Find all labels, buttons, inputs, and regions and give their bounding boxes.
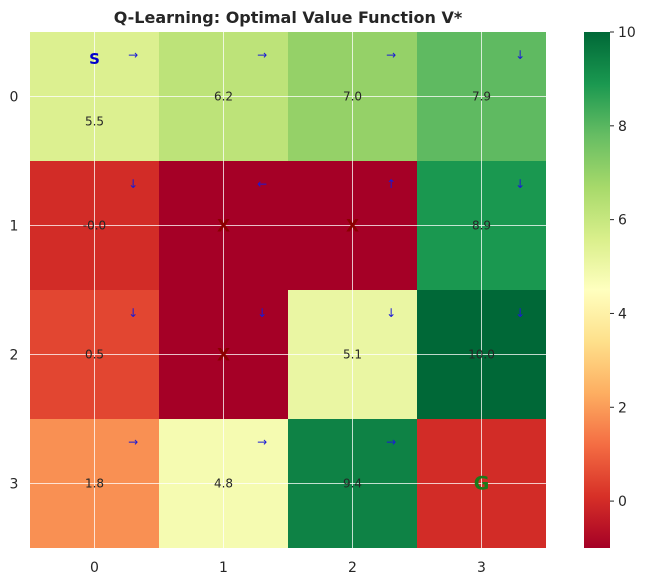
cell-value-label: 1.8 bbox=[85, 477, 104, 491]
cell-marker: S bbox=[89, 50, 100, 68]
cell-annotations: 5.5 → S 6.2 → 7.0 → 7.9 ↓ -0.0 ↓ ← X ↑ X 8.9 ↓ 0.5 ↓ ↓ X 5.1 ↓… bbox=[83, 48, 525, 494]
colorbar-tick-label: 8 bbox=[618, 119, 627, 135]
y-tick-label: 0 bbox=[10, 90, 19, 106]
cell-value-label: 9.4 bbox=[343, 477, 362, 491]
x-tick-label: 0 bbox=[90, 560, 99, 576]
colorbar-tick-label: 6 bbox=[618, 213, 627, 229]
y-tick-label: 1 bbox=[10, 219, 19, 235]
colorbar: 10 8 6 4 2 0 bbox=[584, 25, 636, 548]
chart-title: Q-Learning: Optimal Value Function V* bbox=[114, 8, 463, 27]
cell-marker: G bbox=[474, 473, 490, 495]
policy-arrow: → bbox=[128, 48, 138, 62]
heatmap-cells bbox=[30, 32, 546, 548]
policy-arrow: → bbox=[128, 435, 138, 449]
cell-value-label: 0.5 bbox=[85, 348, 104, 362]
policy-arrow: → bbox=[386, 48, 396, 62]
cell-value-label: 8.9 bbox=[472, 219, 491, 233]
colorbar-tick-label: 2 bbox=[618, 400, 627, 416]
policy-arrow: ↓ bbox=[257, 306, 267, 320]
x-tick-label: 1 bbox=[219, 560, 228, 576]
cell-marker: X bbox=[217, 217, 230, 237]
colorbar-tick-label: 10 bbox=[618, 25, 636, 41]
colorbar-tick-label: 4 bbox=[618, 306, 627, 322]
cell-value-label: 6.2 bbox=[214, 90, 233, 104]
colorbar-tick-label: 0 bbox=[618, 494, 627, 510]
cell-value-label: -0.0 bbox=[83, 219, 106, 233]
cell-value-label: 5.5 bbox=[85, 115, 104, 129]
policy-arrow: ↓ bbox=[515, 48, 525, 62]
cell-value-label: 7.0 bbox=[343, 90, 362, 104]
y-tick-label: 3 bbox=[10, 477, 19, 493]
cell-value-label: 4.8 bbox=[214, 477, 233, 491]
policy-arrow: ↑ bbox=[386, 177, 396, 191]
y-tick-label: 2 bbox=[10, 348, 19, 364]
grid-lines bbox=[30, 32, 546, 548]
x-tick-label: 2 bbox=[348, 560, 357, 576]
cell-value-label: 10.0 bbox=[468, 348, 495, 362]
x-tick-label: 3 bbox=[477, 560, 486, 576]
policy-arrow: → bbox=[257, 48, 267, 62]
policy-arrow: ↓ bbox=[128, 177, 138, 191]
y-axis: 0 1 2 3 bbox=[10, 90, 19, 493]
cell-marker: X bbox=[217, 346, 230, 366]
policy-arrow: ← bbox=[257, 177, 267, 191]
x-axis: 0 1 2 3 bbox=[90, 560, 486, 576]
policy-arrow: ↓ bbox=[515, 177, 525, 191]
cell-value-label: 5.1 bbox=[343, 348, 362, 362]
policy-arrow: ↓ bbox=[128, 306, 138, 320]
policy-arrow: → bbox=[257, 435, 267, 449]
policy-arrow: → bbox=[386, 435, 396, 449]
colorbar-gradient bbox=[584, 32, 610, 548]
policy-arrow: ↓ bbox=[515, 306, 525, 320]
cell-value-label: 7.9 bbox=[472, 90, 491, 104]
cell-marker: X bbox=[346, 217, 359, 237]
policy-arrow: ↓ bbox=[386, 306, 396, 320]
